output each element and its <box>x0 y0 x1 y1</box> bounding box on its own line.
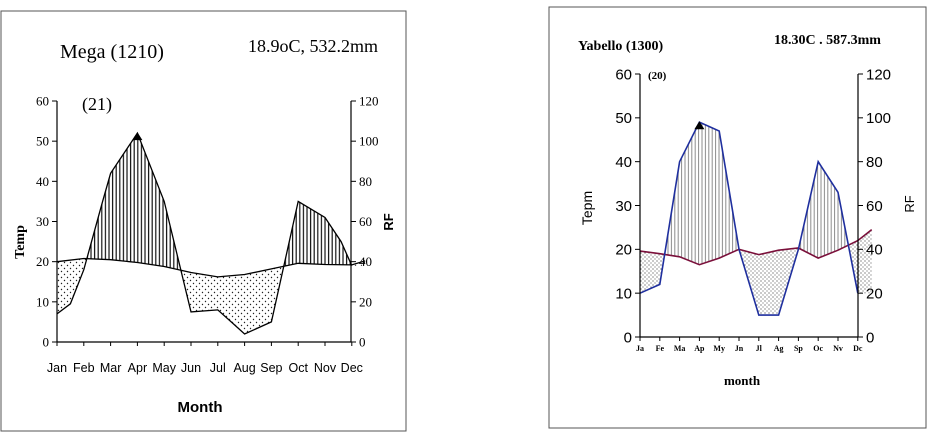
left-tick-label: 50 <box>615 110 632 127</box>
deficit-fill <box>640 229 872 316</box>
surplus-fill <box>57 133 366 277</box>
left-tick-label: 20 <box>615 242 632 259</box>
x-axis-label: Month <box>178 399 223 416</box>
panel-number: (20) <box>648 70 667 82</box>
month-tick-label: Apr <box>128 361 147 375</box>
left-tick-label: 50 <box>36 134 49 149</box>
month-tick-label: Nov <box>314 361 337 375</box>
month-tick-label: Jan <box>47 361 67 375</box>
right-tick-label: 80 <box>359 174 372 189</box>
y2-axis-label: RF <box>381 213 396 230</box>
right-tick-label: 0 <box>359 335 366 350</box>
left-tick-label: 60 <box>36 94 49 109</box>
left-axis-ticks: 0 10 20 30 40 50 60 <box>36 94 57 350</box>
plot-fills <box>640 122 872 316</box>
left-tick-label: 10 <box>36 294 49 309</box>
month-tick-label: Ja <box>636 344 644 353</box>
month-tick-label: Fe <box>656 344 665 353</box>
month-tick-label: Oct <box>288 361 308 375</box>
right-axis-ticks: 0 20 40 60 80 100 120 <box>858 66 891 346</box>
x-axis-label: month <box>724 373 761 388</box>
month-tick-label: Mar <box>100 361 122 375</box>
y-axis-label: Temp <box>13 225 28 259</box>
left-tick-label: 40 <box>615 154 632 171</box>
y-axis-label: Tepm <box>579 191 595 225</box>
rf-peak-marker <box>694 121 705 130</box>
left-tick-label: 40 <box>36 174 49 189</box>
month-tick-label: Sp <box>794 344 803 353</box>
month-axis-ticks: Ja Fe Ma Ap My Jn Jl Ag Sp Oc Nv Dc <box>636 337 863 353</box>
month-tick-label: My <box>713 344 725 353</box>
mega-climate-chart: Mega (1210) 18.9oC, 532.2mm (21) 0 10 20 30… <box>0 10 407 432</box>
month-tick-label: Jul <box>210 361 226 375</box>
month-tick-label: Ap <box>694 344 705 353</box>
chart-title: Yabello (1300) <box>578 39 664 54</box>
rf-line <box>639 121 859 316</box>
yabello-climate-chart: Yabello (1300) 18.30C . 587.3mm (20) 0 10… <box>548 6 927 429</box>
month-tick-label: Ag <box>774 344 784 353</box>
deficit-fill <box>57 258 366 334</box>
month-tick-label: Feb <box>73 361 95 375</box>
right-tick-label: 20 <box>866 285 883 302</box>
surplus-fill <box>640 122 872 265</box>
rf-line <box>56 131 353 335</box>
plot-fills <box>57 133 366 334</box>
right-tick-label: 60 <box>359 214 372 229</box>
right-tick-label: 60 <box>866 198 883 215</box>
month-tick-label: Aug <box>233 361 255 375</box>
month-tick-label: Jn <box>735 344 744 353</box>
left-tick-label: 10 <box>615 285 632 302</box>
right-axis-ticks: 0 20 40 60 80 100 120 <box>351 94 379 350</box>
month-tick-label: Dc <box>853 344 863 353</box>
chart-frame <box>0 10 407 432</box>
left-tick-label: 30 <box>615 198 632 215</box>
month-tick-label: Dec <box>341 361 363 375</box>
y2-axis-label: RF <box>902 195 917 212</box>
month-tick-label: May <box>152 361 176 375</box>
month-tick-label: Sep <box>260 361 282 375</box>
right-tick-label: 40 <box>866 242 883 259</box>
right-tick-label: 100 <box>866 110 891 127</box>
month-tick-label: Nv <box>833 344 843 353</box>
left-axis-ticks: 0 10 20 30 40 50 60 <box>615 66 640 346</box>
right-tick-label: 100 <box>359 134 379 149</box>
left-tick-label: 60 <box>615 66 632 83</box>
rf-peak-marker <box>132 132 143 141</box>
temp-line <box>56 257 366 278</box>
left-tick-label: 20 <box>36 254 49 269</box>
month-axis-ticks: Jan Feb Mar Apr May Jun Jul Aug Sep Oct Nov Dec <box>47 342 363 375</box>
right-tick-label: 40 <box>359 254 372 269</box>
right-tick-label: 80 <box>866 154 883 171</box>
month-tick-label: Jun <box>181 361 201 375</box>
left-tick-label: 30 <box>36 214 49 229</box>
right-tick-label: 120 <box>359 94 379 109</box>
left-tick-label: 0 <box>43 335 50 350</box>
chart-subtitle: 18.9oC, 532.2mm <box>248 36 378 56</box>
panel-number: (21) <box>82 94 112 115</box>
temp-line <box>639 228 873 266</box>
month-tick-label: Jl <box>756 344 763 353</box>
right-tick-label: 0 <box>866 329 874 346</box>
right-tick-label: 20 <box>359 294 372 309</box>
month-tick-label: Ma <box>674 344 686 353</box>
chart-frame <box>548 6 927 429</box>
month-tick-label: Oc <box>813 344 823 353</box>
chart-title: Mega (1210) <box>60 41 164 63</box>
chart-subtitle: 18.30C . 587.3mm <box>774 33 881 48</box>
left-tick-label: 0 <box>624 329 632 346</box>
right-tick-label: 120 <box>866 66 891 83</box>
